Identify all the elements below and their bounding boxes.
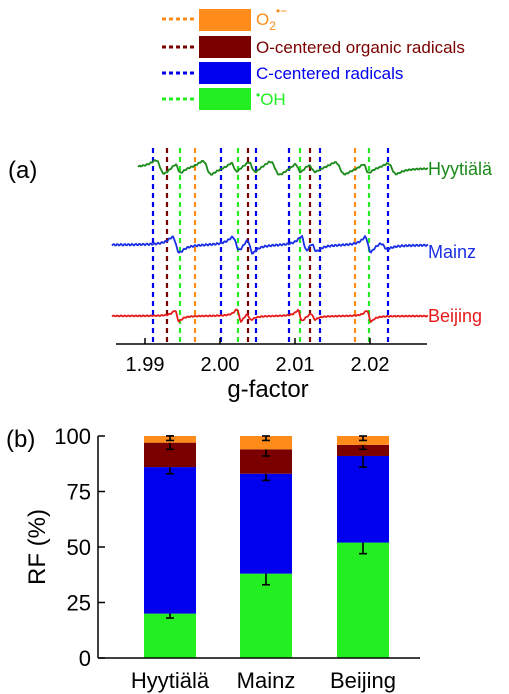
panel-a-xlabel: g-factor [227, 376, 308, 403]
panel-a-plot [111, 148, 429, 342]
errorbar-Hyytiälä-o2 [166, 435, 174, 442]
legend-swatch-ccentered [199, 62, 251, 84]
legend-label-oh: •OH [256, 88, 286, 109]
bar-Hyytiälä-ccentered [144, 467, 196, 614]
bar-Mainz-oh [240, 573, 292, 658]
panel-b-ytick-label-100: 100 [54, 424, 91, 449]
panel-a-tick-2.00: 2.00 [201, 354, 240, 376]
bar-Mainz-o2 [240, 436, 292, 450]
bar-Mainz-ccentered [240, 473, 292, 574]
panel-b-category-0: Hyytiälä [131, 668, 210, 693]
errorbar-Beijing-o2 [359, 435, 367, 442]
spectrum-label-mainz: Mainz [428, 242, 476, 262]
panel-b-plot: 0 25 50 75 100 Hyytiälä Mainz Beijing [54, 424, 396, 693]
legend-label-ocentered: O-centered organic radicals [256, 38, 465, 57]
legend: O2•− O-centered organic radicals C-cente… [162, 4, 465, 110]
bar-Beijing-ocentered [337, 444, 389, 456]
panel-b-label: (b) [6, 426, 35, 453]
panel-a-tick-1.99: 1.99 [126, 354, 165, 376]
panel-b-category-2: Beijing [330, 668, 396, 693]
spectrum-beijing [111, 308, 429, 324]
spectrum-mainz [111, 234, 429, 255]
bar-Hyytiälä-oh [144, 613, 196, 658]
panel-a-ticks [144, 338, 371, 344]
panel-b-ytick-label-75: 75 [67, 480, 91, 505]
legend-swatch-o2 [199, 9, 251, 31]
spectrum-label-beijing: Beijing [428, 306, 482, 326]
bar-Beijing-ccentered [337, 455, 389, 543]
legend-swatch-oh [199, 88, 251, 110]
panel-b-ytick-label-0: 0 [79, 646, 91, 671]
legend-label-o2: O2•− [256, 4, 287, 33]
panel-a-tick-2.01: 2.01 [276, 354, 315, 376]
legend-swatch-ocentered [199, 36, 251, 58]
legend-label-ccentered: C-centered radicals [256, 64, 403, 83]
panel-b-ytick-label-25: 25 [67, 591, 91, 616]
panel-b-ytick-label-50: 50 [67, 535, 91, 560]
panel-b-category-1: Mainz [237, 668, 296, 693]
bar-Beijing-oh [337, 542, 389, 658]
panel-a-label: (a) [8, 157, 37, 184]
errorbar-Mainz-o2 [262, 435, 270, 442]
spectrum-label-hyytiala: Hyytiälä [428, 159, 493, 179]
panel-a-tick-2.02: 2.02 [351, 354, 390, 376]
spectrum-hyytiala [137, 159, 429, 176]
panel-b-ylabel: RF (%) [24, 509, 51, 585]
